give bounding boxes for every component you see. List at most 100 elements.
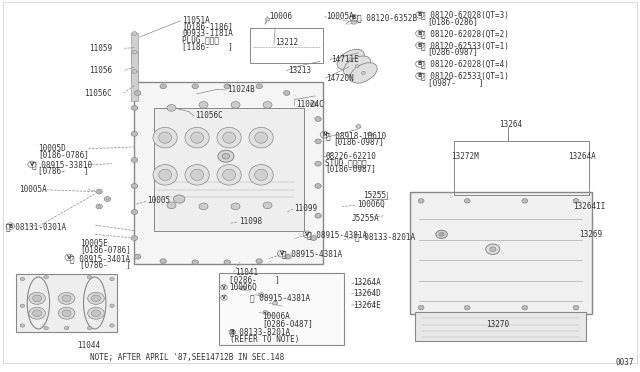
Ellipse shape xyxy=(256,84,262,89)
Ellipse shape xyxy=(88,275,92,279)
Text: 14720N: 14720N xyxy=(326,74,354,83)
Text: [0987-     ]: [0987- ] xyxy=(428,78,483,87)
Text: B: B xyxy=(418,31,422,36)
Ellipse shape xyxy=(185,165,209,185)
Ellipse shape xyxy=(192,260,198,265)
Ellipse shape xyxy=(356,125,361,128)
Ellipse shape xyxy=(465,305,470,310)
Bar xyxy=(131,33,138,63)
Ellipse shape xyxy=(255,132,268,143)
Text: 0037: 0037 xyxy=(615,358,634,367)
Text: V: V xyxy=(305,232,309,237)
Ellipse shape xyxy=(92,295,100,302)
Text: [0286-0987]: [0286-0987] xyxy=(428,48,478,57)
Ellipse shape xyxy=(522,199,528,203)
Ellipse shape xyxy=(224,260,230,265)
Text: V: V xyxy=(222,295,226,300)
Text: Ⓑ 08120-6352B: Ⓑ 08120-6352B xyxy=(357,13,417,22)
Bar xyxy=(219,273,344,345)
Text: [0286-    ]: [0286- ] xyxy=(229,275,280,284)
Ellipse shape xyxy=(522,305,528,310)
Ellipse shape xyxy=(285,254,291,259)
Text: 11041: 11041 xyxy=(235,268,258,277)
Ellipse shape xyxy=(98,205,101,208)
Text: V: V xyxy=(30,162,34,167)
Text: 11098: 11098 xyxy=(239,217,262,226)
Ellipse shape xyxy=(231,203,240,210)
Text: 11051A: 11051A xyxy=(182,16,210,25)
Ellipse shape xyxy=(33,310,42,317)
Ellipse shape xyxy=(273,301,278,305)
Text: 10005D: 10005D xyxy=(38,144,66,153)
Text: B: B xyxy=(352,15,356,20)
Ellipse shape xyxy=(134,91,141,96)
Text: 13264D: 13264D xyxy=(353,289,380,298)
Text: Ⓑ 08120-62028(QT=4): Ⓑ 08120-62028(QT=4) xyxy=(421,60,509,68)
Text: B: B xyxy=(8,224,12,229)
Text: 11024B: 11024B xyxy=(227,85,255,94)
Bar xyxy=(154,108,304,231)
Ellipse shape xyxy=(20,304,25,307)
Text: 10006Q: 10006Q xyxy=(229,283,257,292)
Text: Ⓑ 08120-62533(QT=1): Ⓑ 08120-62533(QT=1) xyxy=(421,41,509,50)
Ellipse shape xyxy=(88,292,104,304)
Text: 11099: 11099 xyxy=(294,204,317,213)
Ellipse shape xyxy=(58,292,75,304)
Ellipse shape xyxy=(315,183,321,189)
Ellipse shape xyxy=(134,254,141,259)
Bar xyxy=(415,312,586,341)
Ellipse shape xyxy=(344,56,371,76)
Ellipse shape xyxy=(104,196,111,202)
Text: 08226-62210: 08226-62210 xyxy=(325,152,376,161)
Ellipse shape xyxy=(110,278,115,281)
Ellipse shape xyxy=(160,84,166,89)
Ellipse shape xyxy=(419,305,424,310)
Ellipse shape xyxy=(573,305,579,310)
Ellipse shape xyxy=(223,169,236,180)
Ellipse shape xyxy=(222,154,230,159)
Ellipse shape xyxy=(199,203,208,210)
Text: N: N xyxy=(322,132,327,137)
Ellipse shape xyxy=(131,158,138,163)
Text: B: B xyxy=(418,43,422,48)
Bar xyxy=(131,52,138,82)
Text: B: B xyxy=(418,12,422,17)
Ellipse shape xyxy=(350,63,377,83)
Text: Ⓟ 08915-4381A: Ⓟ 08915-4381A xyxy=(307,230,367,239)
Ellipse shape xyxy=(106,198,109,200)
Ellipse shape xyxy=(191,132,204,143)
Text: [0786-    ]: [0786- ] xyxy=(38,167,89,176)
Text: 13212: 13212 xyxy=(275,38,298,47)
Text: 11056: 11056 xyxy=(89,66,112,75)
Ellipse shape xyxy=(88,307,104,319)
Ellipse shape xyxy=(65,327,69,330)
Text: [0186-0987]: [0186-0987] xyxy=(333,138,383,147)
Ellipse shape xyxy=(131,132,138,137)
Ellipse shape xyxy=(256,259,262,264)
Text: Ⓟ 08915-4381A: Ⓟ 08915-4381A xyxy=(282,249,342,258)
Text: 13264A: 13264A xyxy=(568,152,596,161)
Ellipse shape xyxy=(223,132,236,143)
Ellipse shape xyxy=(58,307,75,319)
Bar xyxy=(131,71,138,101)
Ellipse shape xyxy=(284,91,290,96)
Text: Ⓑ 08120-62533(QT=1): Ⓑ 08120-62533(QT=1) xyxy=(421,71,509,80)
Text: [0186-0286]: [0186-0286] xyxy=(428,17,478,26)
Text: B: B xyxy=(418,61,422,67)
Ellipse shape xyxy=(185,128,209,148)
Text: Ⓟ 08915-4381A: Ⓟ 08915-4381A xyxy=(250,294,310,303)
Text: 11044: 11044 xyxy=(77,341,100,350)
Ellipse shape xyxy=(263,311,268,314)
Ellipse shape xyxy=(20,324,25,327)
Text: [0186-0786]: [0186-0786] xyxy=(80,246,131,254)
Text: 11024C: 11024C xyxy=(296,100,323,109)
Text: 13269: 13269 xyxy=(579,230,602,239)
Text: 13264E: 13264E xyxy=(353,301,380,310)
Text: V: V xyxy=(280,251,284,256)
Text: [0186-1186]: [0186-1186] xyxy=(182,22,233,31)
Text: 10006A: 10006A xyxy=(262,312,290,321)
Text: [1186-    ]: [1186- ] xyxy=(182,42,233,51)
Ellipse shape xyxy=(231,102,240,108)
Ellipse shape xyxy=(367,132,372,136)
Ellipse shape xyxy=(20,278,25,281)
